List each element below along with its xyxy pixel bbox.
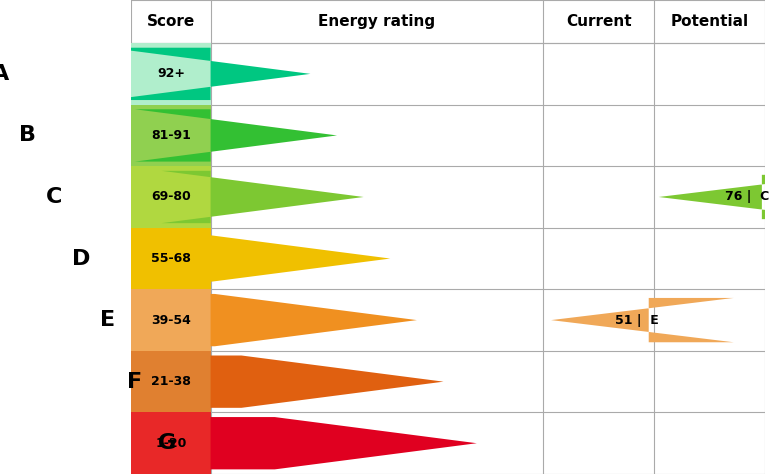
FancyBboxPatch shape xyxy=(132,412,210,474)
FancyBboxPatch shape xyxy=(132,105,210,166)
Text: 76 |  C: 76 | C xyxy=(725,191,769,203)
Text: 21-38: 21-38 xyxy=(151,375,191,388)
Polygon shape xyxy=(210,294,417,346)
Text: C: C xyxy=(46,187,62,207)
Polygon shape xyxy=(188,232,390,285)
Text: F: F xyxy=(126,372,142,392)
FancyBboxPatch shape xyxy=(132,351,210,412)
Polygon shape xyxy=(210,356,444,408)
Text: Score: Score xyxy=(147,14,195,29)
Text: E: E xyxy=(100,310,115,330)
Text: 81-91: 81-91 xyxy=(151,129,191,142)
FancyBboxPatch shape xyxy=(132,289,210,351)
Text: Current: Current xyxy=(566,14,631,29)
Text: G: G xyxy=(159,433,176,453)
FancyBboxPatch shape xyxy=(132,43,210,105)
Text: 1-20: 1-20 xyxy=(156,437,186,450)
FancyBboxPatch shape xyxy=(132,166,210,228)
Polygon shape xyxy=(210,417,477,469)
Text: 39-54: 39-54 xyxy=(151,314,191,327)
FancyBboxPatch shape xyxy=(132,228,210,289)
Text: B: B xyxy=(19,126,36,146)
Text: D: D xyxy=(72,248,90,269)
Text: Potential: Potential xyxy=(671,14,748,29)
Text: A: A xyxy=(0,64,9,84)
Polygon shape xyxy=(551,298,734,342)
Text: 92+: 92+ xyxy=(157,67,185,81)
Text: Energy rating: Energy rating xyxy=(318,14,436,29)
Text: 51 |  E: 51 | E xyxy=(614,314,658,327)
Text: 55-68: 55-68 xyxy=(151,252,191,265)
Polygon shape xyxy=(162,171,363,223)
Text: 69-80: 69-80 xyxy=(151,191,191,203)
Polygon shape xyxy=(109,48,310,100)
Polygon shape xyxy=(658,175,770,219)
Polygon shape xyxy=(135,109,337,162)
